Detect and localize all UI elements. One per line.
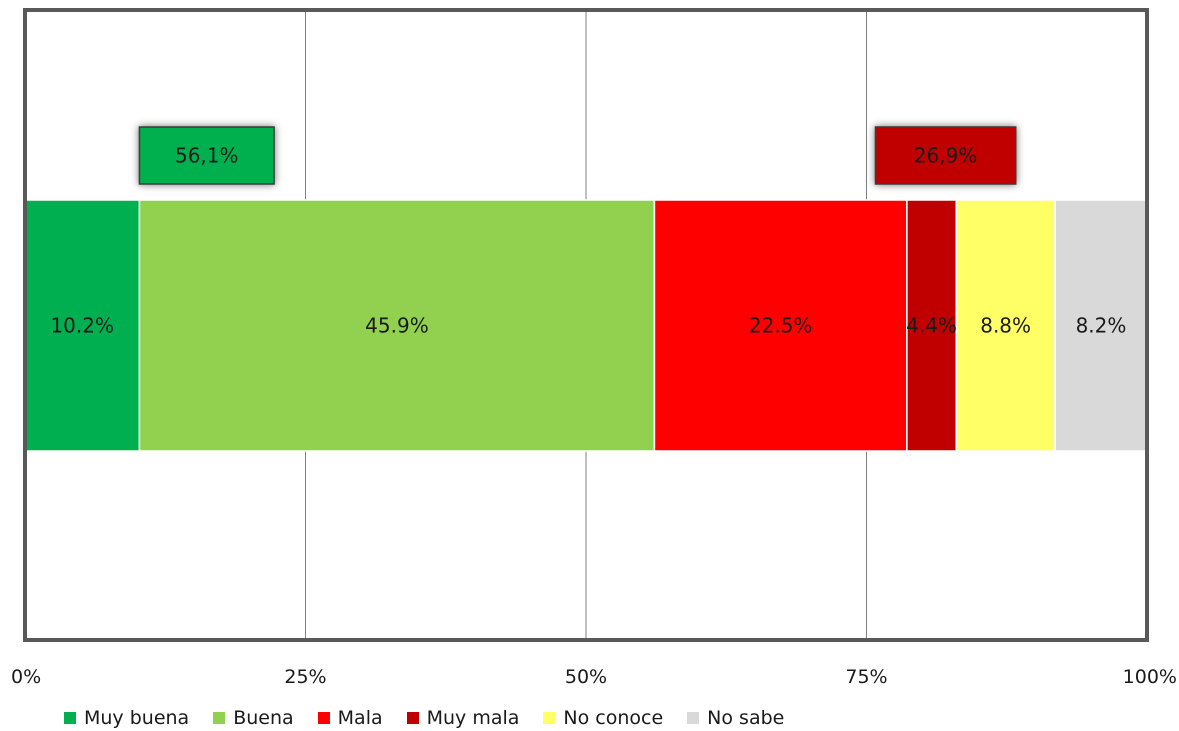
legend-label: Buena [233,707,294,729]
legend-label: No conoce [563,707,664,729]
legend-item: Buena [213,707,294,729]
legend-swatch [317,712,330,724]
x-axis-ticks: 0% 25% 50% 75% 100% [11,666,1177,688]
bar-segment-muy-mala [906,199,958,452]
legend-item: No conoce [543,707,663,729]
legend-swatch [687,712,700,724]
x-tick-label: 50% [565,666,607,688]
bar-segment-mala [653,199,908,452]
x-tick-label: 75% [845,666,887,688]
callout-box [138,126,275,185]
callout-label: 56,1% [175,144,239,168]
bar-segment-buena [138,199,656,452]
legend-swatch [543,712,556,724]
legend-label: Muy mala [426,707,520,729]
callouts: 56,1% 26,9% [138,126,1017,185]
data-label: 45.9% [365,314,429,338]
segment-labels: 10.2% 45.9% 22.5% 4.4% 8.8% 8.2% [50,314,1126,338]
data-label: 4.4% [906,314,957,338]
legend-label: Muy buena [84,707,190,729]
legend: Muy buena Buena Mala Muy mala No conoce No sa… [64,705,808,731]
data-label: 8.8% [980,314,1031,338]
data-label: 8.2% [1076,314,1127,338]
legend-item: Muy mala [406,707,520,729]
callout-label: 26,9% [914,144,978,168]
legend-swatch [406,712,419,724]
data-label: 10.2% [50,314,114,338]
data-label: 22.5% [749,314,813,338]
legend-item: Mala [317,707,383,729]
legend-item: Muy buena [64,707,189,729]
bar-segment-no-sabe [1054,199,1148,452]
bar-segment-muy-buena [24,199,141,452]
callout-box [874,126,1017,185]
legend-item: No sabe [687,707,784,729]
stacked-bar-chart: 10.2% 45.9% 22.5% 4.4% 8.8% 8.2% 56,1% 26,9% 0… [11,8,1177,688]
legend-label: Mala [337,707,383,729]
x-tick-label: 0% [11,666,41,688]
bar-segment-no-conoce [955,199,1056,452]
plot-frame [23,8,1149,642]
stacked-bar [24,199,1148,452]
legend-swatch [213,712,226,724]
x-tick-label: 100% [1123,666,1177,688]
legend-swatch [64,712,76,724]
legend-label: No sabe [707,707,785,729]
x-tick-label: 25% [284,666,326,688]
